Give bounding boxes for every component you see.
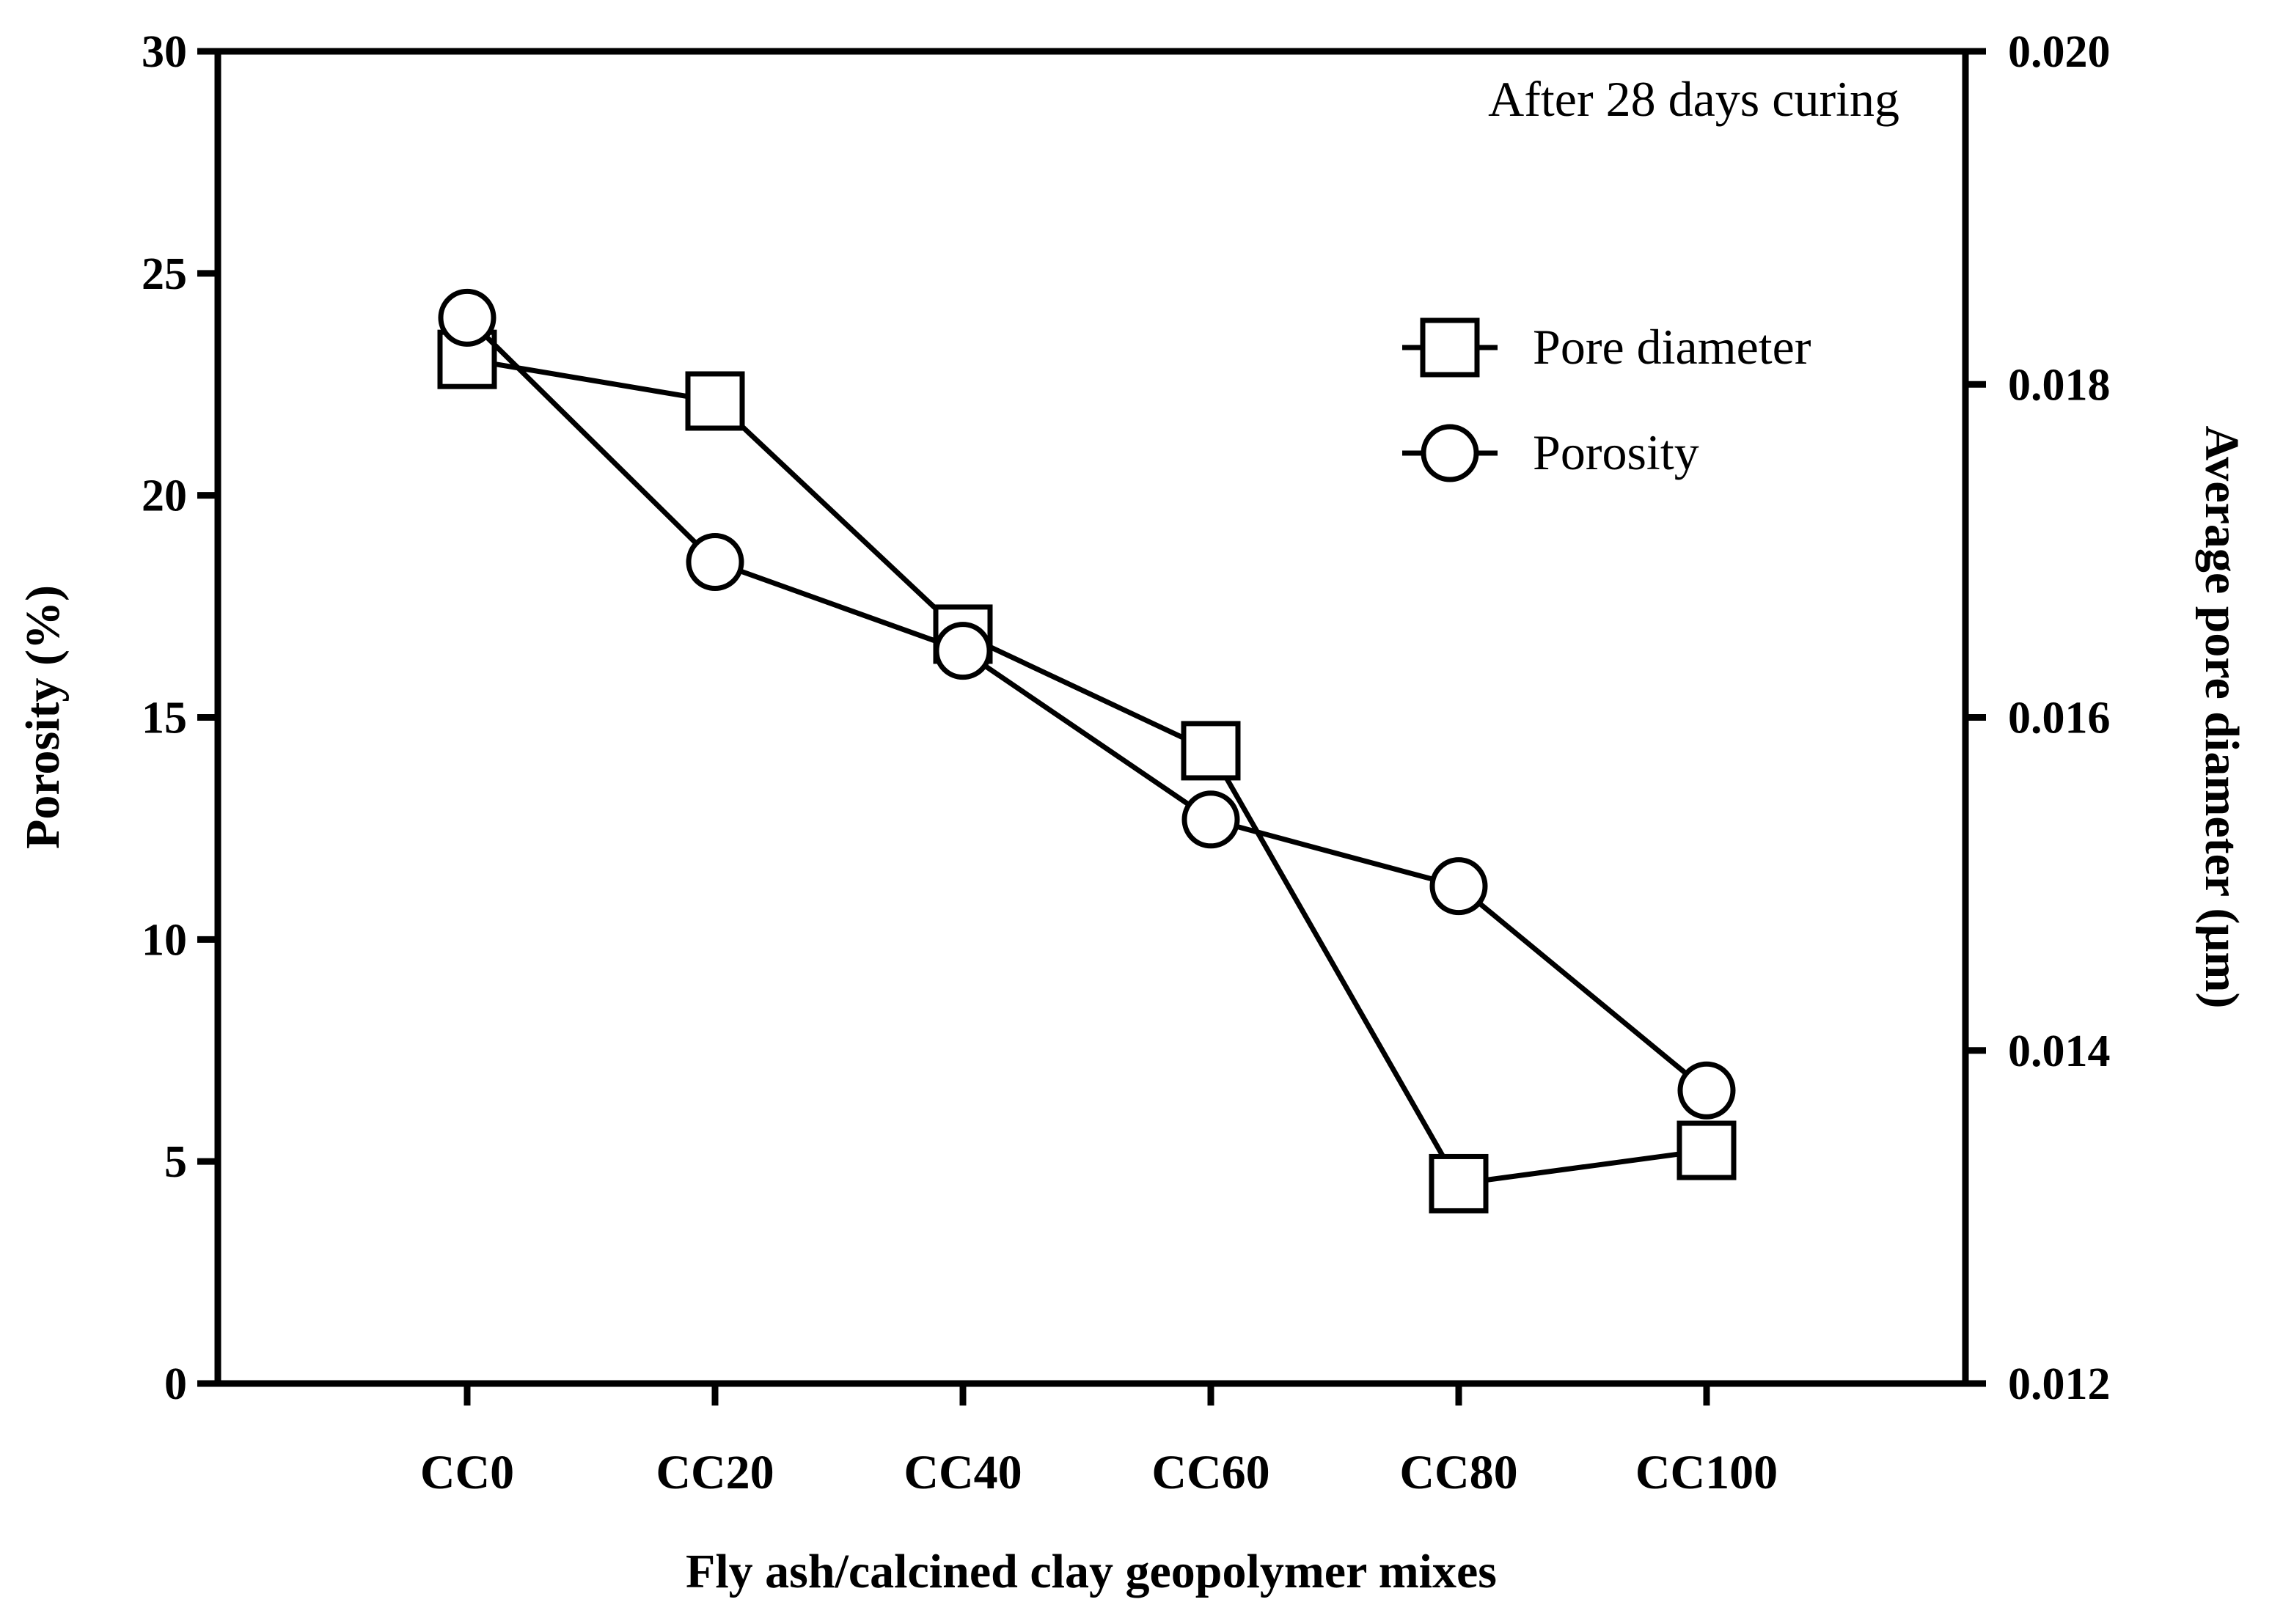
series-layer — [437, 288, 1737, 1213]
left-tick-label: 10 — [142, 915, 187, 965]
data-point-porosity — [1429, 857, 1488, 916]
right-tick-label: 0.014 — [2008, 1026, 2111, 1076]
legend-marker-square-icon — [1420, 317, 1480, 378]
x-tick-label: CC20 — [656, 1446, 774, 1499]
data-point-pore-diameter — [1429, 1153, 1489, 1213]
x-tick-label: CC80 — [1399, 1446, 1517, 1499]
x-tick-label: CC40 — [904, 1446, 1022, 1499]
x-axis-ticks: CC0 CC20 CC40 CC60 CC80 CC100 — [420, 1384, 1778, 1499]
right-tick-label: 0.020 — [2008, 27, 2111, 77]
x-tick-label: CC0 — [420, 1446, 514, 1499]
left-tick-label: 0 — [164, 1359, 187, 1409]
left-tick-label: 30 — [142, 27, 187, 77]
right-axis-ticks: 0.012 0.014 0.016 0.018 0.020 — [1965, 27, 2111, 1409]
left-tick-label: 25 — [142, 249, 187, 299]
data-point-porosity — [686, 533, 744, 592]
left-axis-ticks: 0 5 10 15 20 25 30 — [142, 27, 218, 1409]
series-line-pore-diameter — [466, 356, 1707, 1186]
data-point-pore-diameter — [1676, 1120, 1737, 1180]
x-axis-title: Fly ash/calcined clay geopolymer mixes — [686, 1545, 1497, 1598]
data-point-pore-diameter — [1181, 721, 1241, 781]
data-point-porosity — [1677, 1061, 1736, 1120]
left-tick-label: 5 — [164, 1137, 187, 1187]
legend-marker-circle-icon — [1421, 424, 1479, 482]
left-axis-title: Porosity (%) — [16, 585, 70, 849]
annotation-text: After 28 days curing — [1488, 71, 1899, 127]
data-point-pore-diameter — [685, 371, 745, 431]
right-axis-title: Average pore diameter (µm) — [2195, 426, 2249, 1009]
left-tick-label: 20 — [142, 471, 187, 521]
data-point-porosity — [1181, 790, 1240, 849]
x-tick-label: CC60 — [1151, 1446, 1269, 1499]
legend-label-porosity: Porosity — [1533, 425, 1699, 480]
x-tick-label: CC100 — [1635, 1446, 1778, 1499]
right-tick-label: 0.012 — [2008, 1359, 2111, 1409]
right-tick-label: 0.016 — [2008, 694, 2111, 743]
left-tick-label: 15 — [142, 694, 187, 743]
data-point-porosity — [934, 622, 992, 680]
data-point-porosity — [438, 288, 496, 347]
legend-label-pore-diameter: Pore diameter — [1533, 319, 1811, 375]
series-line-porosity — [465, 315, 1709, 1092]
right-tick-label: 0.018 — [2008, 360, 2111, 410]
legend: Pore diameter Porosity — [1402, 317, 1811, 482]
